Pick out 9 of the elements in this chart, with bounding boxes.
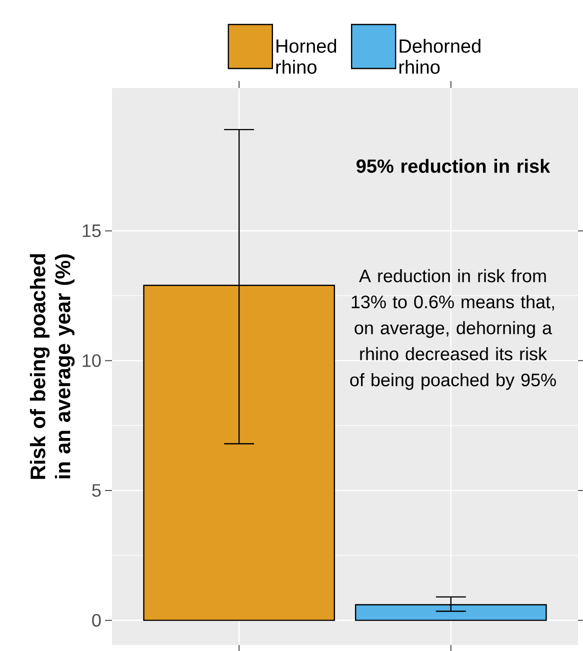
y-axis-title: Risk of being poached in an average year (%) (30, 254, 75, 479)
legend-label: Dehorned rhino (399, 38, 480, 74)
y-tick-label: 10 (82, 354, 101, 368)
annotation: 95% reduction in risk (356, 158, 550, 173)
legend-label: Horned rhino (276, 38, 336, 74)
annotation: A reduction in risk from 13% to 0.6% means that, on average, dehorning a rhino decreased its risk of being poached by 95% (350, 269, 556, 390)
y-tick-label: 5 (92, 484, 101, 497)
y-tick-label: 15 (82, 224, 101, 238)
y-tick-label: 0 (92, 614, 101, 627)
